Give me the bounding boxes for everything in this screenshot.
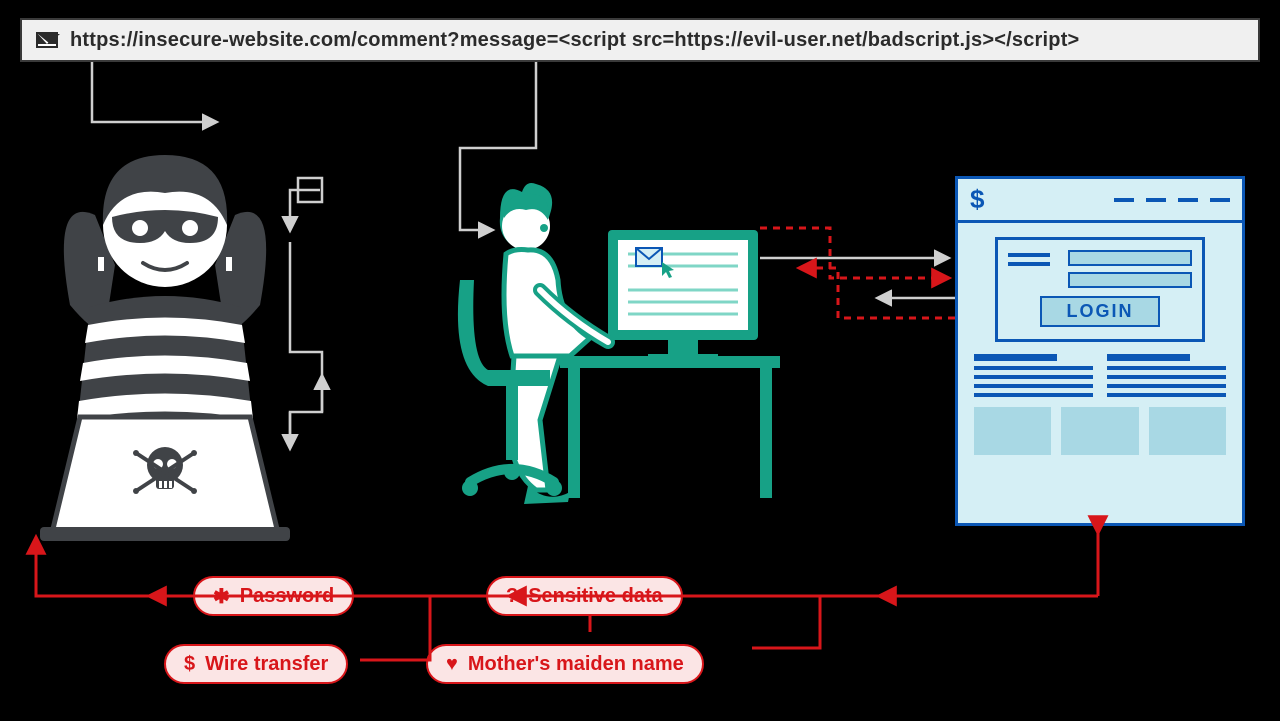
pill-maiden-name: ♥ Mother's maiden name — [426, 644, 704, 684]
mail-icon — [36, 32, 58, 48]
malicious-url-bar: https://insecure-website.com/comment?mes… — [20, 18, 1260, 62]
login-form: LOGIN — [995, 237, 1205, 342]
heart-icon: ♥ — [446, 653, 458, 676]
pill-label: Wire transfer — [205, 653, 328, 676]
window-control-dashes — [1114, 198, 1230, 202]
pill-sensitive-data: ? Sensitive data — [486, 576, 683, 616]
bank-content-lines — [974, 354, 1226, 397]
pill-wire-transfer: $ Wire transfer — [164, 644, 348, 684]
bank-content-boxes — [974, 407, 1226, 455]
victim-figure — [458, 183, 780, 504]
pill-password: ✱ Password — [193, 576, 354, 616]
dollar-icon: $ — [970, 184, 984, 215]
bank-website-window: $ LOGIN — [955, 176, 1245, 526]
attacker-figure — [40, 155, 290, 541]
pill-label: Password — [240, 585, 334, 608]
asterisk-icon: ✱ — [213, 584, 230, 609]
question-icon: ? — [506, 585, 518, 608]
login-field-labels — [1008, 250, 1060, 288]
red-dashed-flow-lines — [760, 228, 955, 318]
bank-window-titlebar: $ — [958, 179, 1242, 223]
pill-label: Sensitive data — [528, 585, 663, 608]
url-text: https://insecure-website.com/comment?mes… — [70, 29, 1079, 52]
pill-label: Mother's maiden name — [468, 653, 684, 676]
login-field-inputs — [1068, 250, 1192, 288]
grey-flow-lines — [92, 62, 955, 448]
dollar-icon: $ — [184, 653, 195, 676]
login-button[interactable]: LOGIN — [1040, 296, 1160, 327]
